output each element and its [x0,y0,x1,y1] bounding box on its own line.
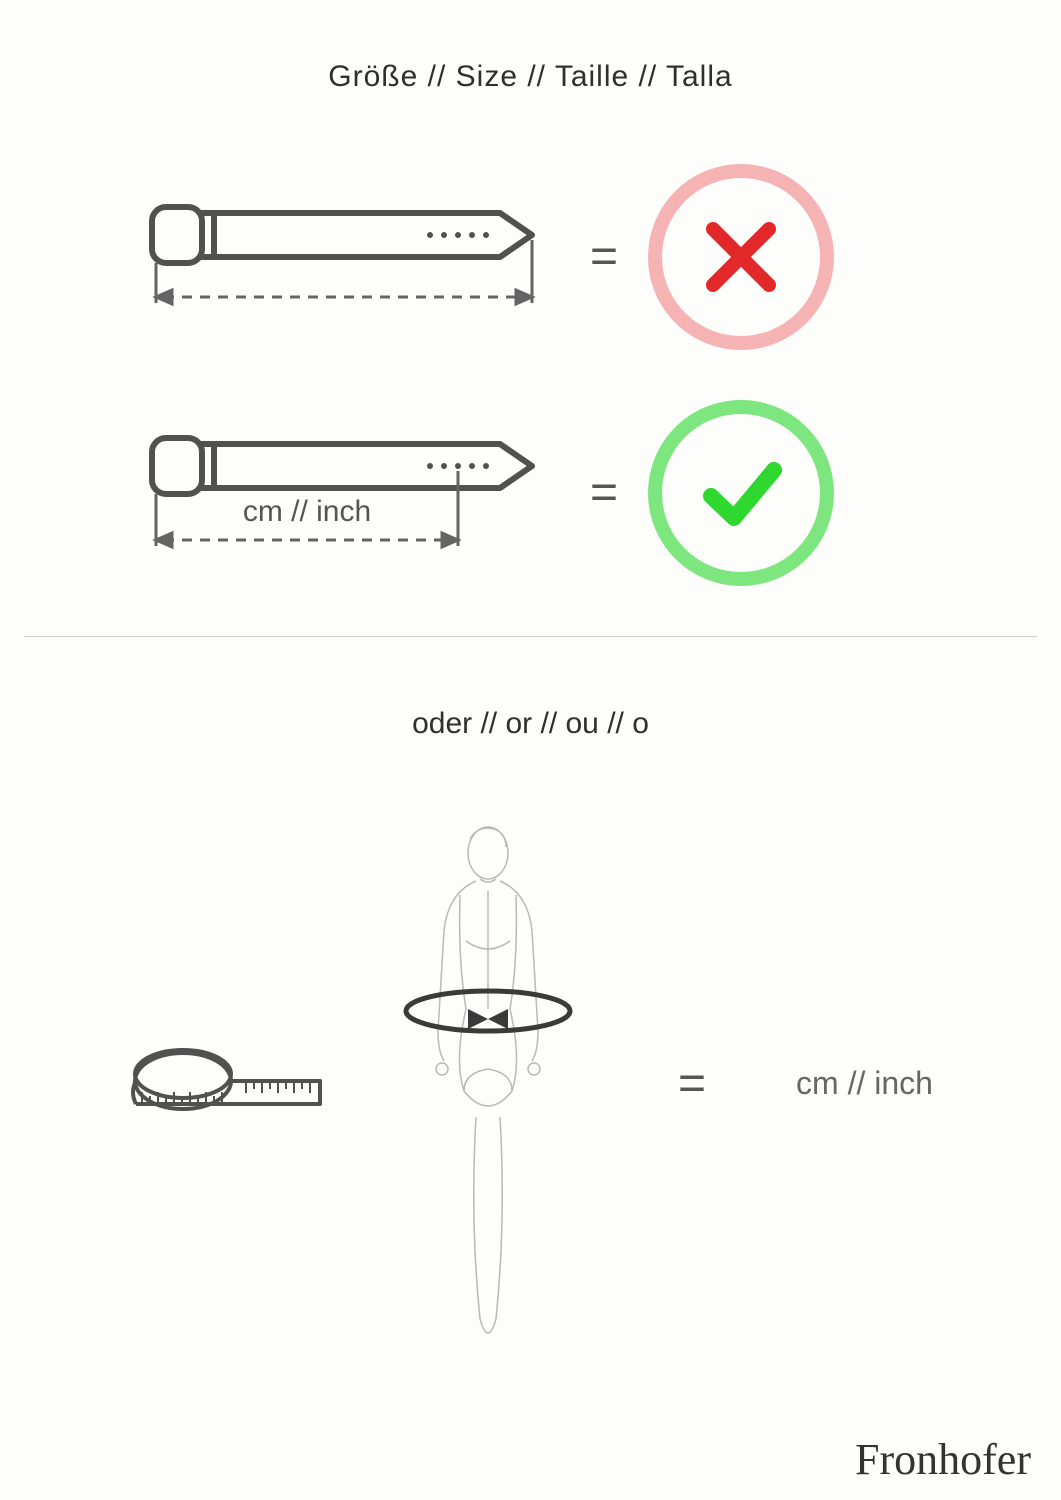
belt-right: cm // inch [140,416,560,571]
result-label: cm // inch [796,1065,933,1102]
tape-measure-icon [128,1036,328,1131]
separator [24,636,1037,637]
signature: Fronhofer [855,1440,1031,1480]
badge-right [648,400,834,586]
cross-icon [701,217,781,297]
title: Größe // Size // Taille // Talla [0,60,1061,94]
equals-wrong: = [590,233,618,281]
badge-wrong [648,164,834,350]
row-wrong: = [0,164,1061,350]
body-figure-icon [388,821,588,1346]
check-icon [696,448,786,538]
equals-right: = [590,469,618,517]
row-right: cm // inch = [0,400,1061,586]
equals-waist: = [678,1060,706,1108]
subtitle: oder // or // ou // o [0,707,1061,741]
belt-section: = [0,164,1061,586]
waist-section: = cm // inch [0,821,1061,1346]
unit-label: cm // inch [243,495,371,528]
belt-wrong [140,185,560,330]
